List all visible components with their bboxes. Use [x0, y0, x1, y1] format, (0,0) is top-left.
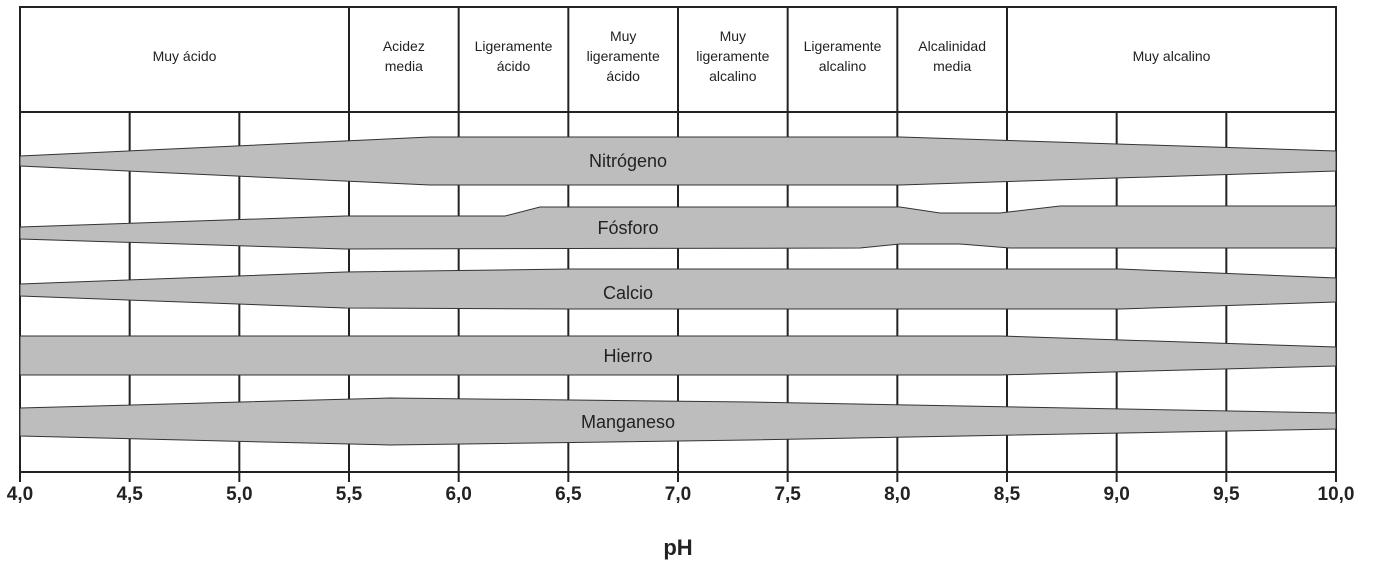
- zone-label: Ligeramente: [475, 38, 553, 54]
- x-tick-label: 6,0: [445, 484, 471, 505]
- zone-label: media: [385, 58, 423, 74]
- band-label: Manganeso: [581, 412, 675, 432]
- band-shape: [19, 397, 1337, 446]
- band-shape: [19, 136, 1337, 186]
- band-label: Calcio: [603, 283, 653, 303]
- zone-label: ligeramente: [587, 48, 660, 64]
- x-tick-label: 5,5: [336, 484, 363, 505]
- x-tick-label: 5,0: [226, 484, 252, 505]
- x-tick-label: 9,5: [1213, 484, 1240, 505]
- band-shape: [19, 205, 1337, 250]
- band-label: Nitrógeno: [589, 151, 667, 171]
- band-label: Hierro: [603, 346, 652, 366]
- zone-label: ligeramente: [696, 48, 769, 64]
- x-axis-label: pH: [663, 535, 692, 560]
- x-tick-label: 9,0: [1103, 484, 1129, 505]
- zone-label: Muy alcalino: [1133, 48, 1211, 64]
- zone-label: ácido: [497, 58, 531, 74]
- labels: 4,0 4,5 5,0 5,5 6,0 6,5 7,0 7,5 8,0 8,5 9,0 9,5 10,0…: [7, 28, 1355, 505]
- band-shape: [19, 268, 1337, 310]
- zone-label: Muy: [610, 28, 636, 44]
- x-tick-label: 7,0: [665, 484, 691, 505]
- x-tick-label: 6,5: [555, 484, 582, 505]
- band-shape: [19, 335, 1337, 376]
- x-tick-label: 8,5: [994, 484, 1021, 505]
- x-tick-label: 8,0: [884, 484, 910, 505]
- zone-label: Ligeramente: [804, 38, 882, 54]
- zone-label: Alcalinidad: [918, 38, 986, 54]
- bands: [19, 136, 1337, 446]
- x-tick-label: 7,5: [774, 484, 801, 505]
- zone-label: media: [933, 58, 971, 74]
- zone-label: alcalino: [819, 58, 867, 74]
- band-label: Fósforo: [597, 218, 658, 238]
- x-tick-label: 4,0: [7, 484, 33, 505]
- zone-label: alcalino: [709, 68, 757, 84]
- zone-label: ácido: [606, 68, 640, 84]
- zone-label: Acidez: [383, 38, 425, 54]
- x-tick-label: 10,0: [1318, 484, 1355, 505]
- zone-label: Muy ácido: [153, 48, 217, 64]
- x-tick-label: 4,5: [116, 484, 143, 505]
- zone-label: Muy: [720, 28, 746, 44]
